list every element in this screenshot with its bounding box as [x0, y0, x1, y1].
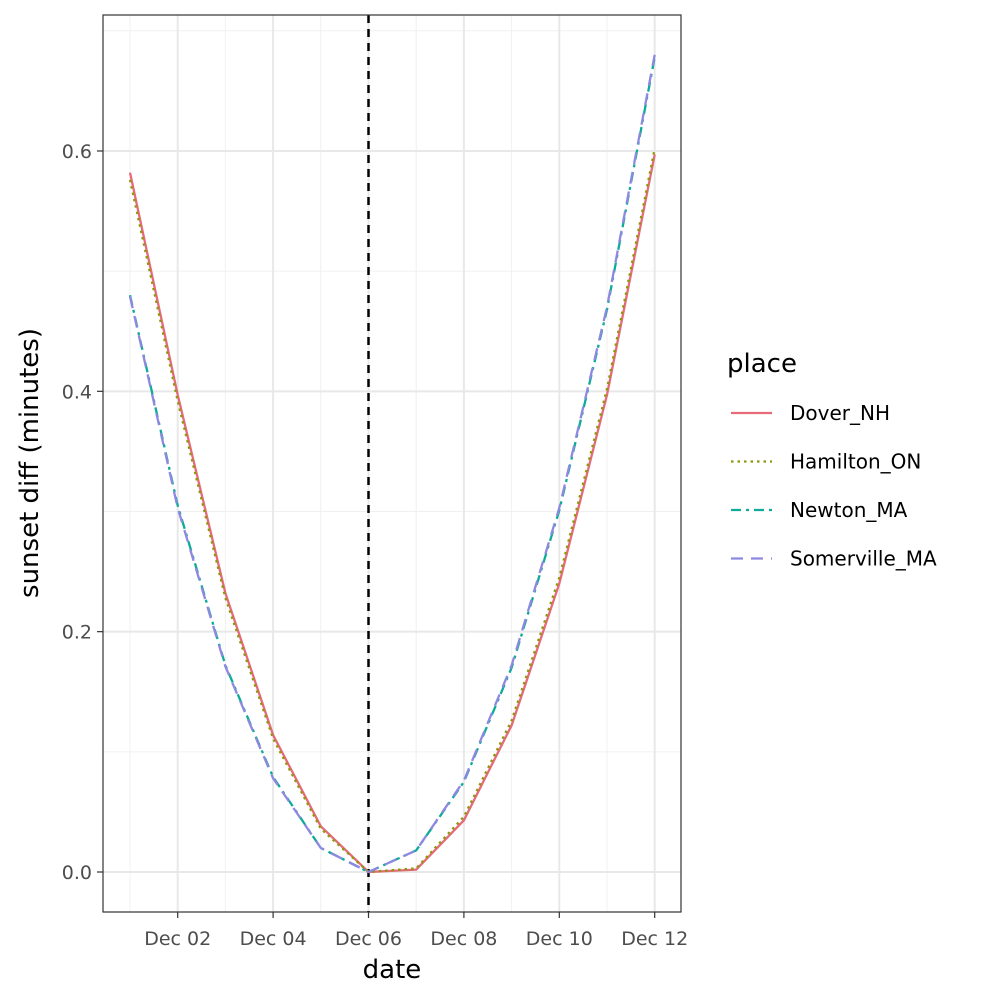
x-axis-label: date: [363, 955, 422, 985]
legend-label: Somerville_MA: [790, 547, 937, 571]
x-tick-label: Dec 08: [430, 928, 497, 950]
y-tick-label: 0.4: [62, 381, 92, 403]
x-tick-label: Dec 06: [335, 928, 402, 950]
legend-title: place: [727, 349, 797, 379]
legend-label: Dover_NH: [790, 401, 890, 425]
legend: place Dover_NH Hamilton_ON Newton_MA Somerv…: [727, 349, 937, 571]
x-tick-label: Dec 04: [240, 928, 307, 950]
y-axis-label: sunset diff (minutes): [15, 328, 45, 598]
x-tick-label: Dec 12: [621, 928, 688, 950]
panel-border: [102, 14, 682, 913]
series-line-Hamilton_ON: [128, 148, 656, 874]
legend-label: Newton_MA: [790, 498, 908, 522]
y-tick-label: 0.2: [62, 622, 92, 644]
legend-label: Hamilton_ON: [790, 450, 921, 474]
x-tick-label: Dec 10: [526, 928, 593, 950]
series-line-Somerville_MA: [128, 54, 656, 874]
y-tick-label: 0.0: [62, 862, 92, 884]
x-tick-label: Dec 02: [144, 928, 211, 950]
y-tick-label: 0.6: [62, 141, 92, 163]
